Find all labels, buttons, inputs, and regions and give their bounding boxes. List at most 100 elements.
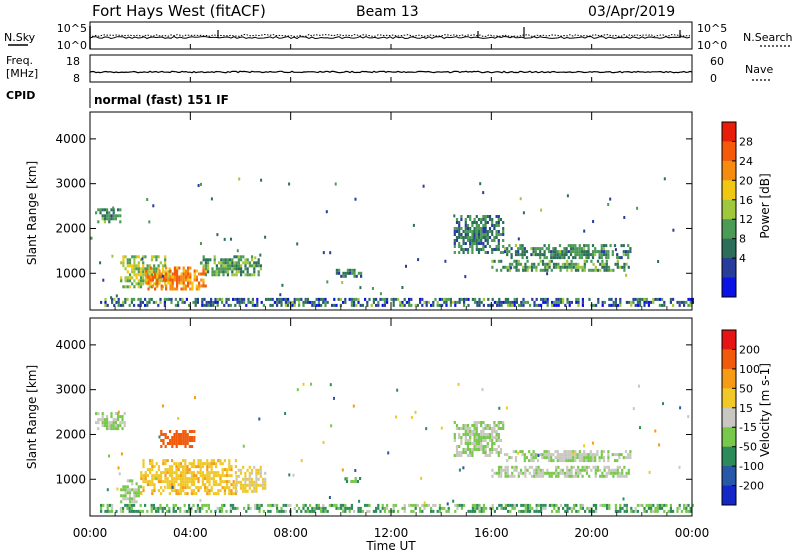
velocity-cell — [350, 506, 353, 510]
velocity-cell — [578, 453, 581, 457]
velocity-cell — [585, 471, 589, 475]
velocity-cell — [208, 489, 211, 493]
power-cell — [111, 297, 114, 301]
velocity-cell — [99, 418, 102, 422]
power-cell — [552, 262, 556, 266]
power-cell — [687, 303, 690, 307]
power-cell — [482, 230, 485, 233]
power-cell — [218, 297, 221, 301]
velocity-cell — [623, 509, 626, 513]
power-cell — [166, 270, 169, 274]
velocity-cell — [507, 509, 510, 513]
velocity-cell — [460, 454, 463, 457]
velocity-cell — [133, 503, 136, 507]
power-cell — [154, 275, 157, 279]
velocity-cell — [219, 474, 222, 478]
velocity-cell — [368, 509, 371, 513]
power-cell — [499, 251, 503, 254]
power-cell — [462, 251, 465, 254]
velocity-cell — [502, 506, 505, 510]
x-tick-label: 20:00 — [574, 526, 609, 540]
power-cell — [164, 255, 167, 259]
power-cell — [189, 272, 192, 276]
power-cell — [495, 233, 498, 236]
velocity-cell — [541, 471, 545, 475]
power-cell — [474, 297, 477, 301]
velocity-cell — [502, 424, 505, 427]
power-cell — [158, 272, 161, 276]
power-cell — [620, 244, 623, 248]
power-cell — [403, 297, 406, 301]
velocity-cell — [496, 506, 499, 510]
velocity-cell — [97, 412, 100, 416]
velocity-cell — [469, 436, 472, 439]
velocity-cell — [590, 468, 593, 472]
velocity-cell — [455, 448, 459, 451]
velocity-point — [446, 502, 449, 506]
power-cell — [282, 297, 285, 301]
velocity-cell — [179, 506, 182, 510]
velocity-cell — [315, 506, 318, 510]
velocity-cell — [253, 480, 256, 484]
velocity-cell — [151, 465, 154, 469]
velocity-cell — [464, 424, 467, 427]
power-cell — [647, 300, 650, 304]
velocity-cell — [188, 436, 191, 439]
power-cell — [484, 245, 487, 248]
velocity-cell — [500, 465, 503, 469]
power-point — [522, 211, 525, 215]
power-cell — [574, 250, 577, 254]
velocity-cell — [447, 506, 450, 510]
velocity-cell — [201, 462, 204, 466]
power-cell — [229, 267, 232, 271]
power-region — [145, 266, 207, 291]
velocity-cell — [130, 509, 133, 513]
power-cell — [189, 278, 192, 282]
velocity-cell — [124, 494, 127, 498]
power-cell — [477, 248, 481, 251]
power-cell — [636, 300, 639, 304]
power-cell — [150, 267, 154, 271]
velocity-cell — [248, 471, 251, 475]
power-cell — [170, 300, 173, 304]
velocity-cell — [179, 462, 182, 466]
power-cell — [614, 297, 617, 301]
velocity-cell — [175, 430, 178, 433]
power-cell — [237, 261, 240, 265]
velocity-point — [288, 473, 291, 477]
power-cell — [491, 251, 494, 254]
velocity-cell — [186, 436, 189, 439]
power-cell — [462, 236, 465, 239]
velocity-cell — [650, 503, 653, 507]
power-cell — [131, 270, 134, 274]
velocity-cell — [469, 454, 472, 457]
velocity-cell — [397, 509, 400, 513]
power-point — [482, 191, 485, 195]
velocity-cell — [456, 503, 459, 507]
velocity-cell — [383, 509, 386, 513]
power-cell — [486, 221, 489, 224]
power-cell — [300, 297, 303, 301]
power-cell — [507, 297, 510, 301]
velocity-cell — [115, 509, 118, 513]
power-cell — [244, 273, 247, 277]
velocity-cell — [550, 474, 553, 478]
power-cell — [144, 297, 147, 301]
velocity-cell — [166, 459, 169, 463]
power-cell — [95, 211, 98, 215]
velocity-cell — [182, 430, 185, 433]
velocity-cell — [599, 474, 602, 478]
velocity-cell — [208, 465, 211, 469]
power-cell — [577, 268, 580, 272]
power-cell — [556, 250, 559, 254]
power-cell — [255, 264, 258, 268]
power-cell — [146, 264, 149, 268]
velocity-cell — [186, 492, 189, 496]
velocity-cell — [126, 503, 129, 507]
power-cell — [578, 250, 581, 254]
velocity-cell — [614, 506, 617, 510]
velocity-point — [622, 497, 625, 501]
power-cell — [572, 244, 575, 248]
power-cell — [216, 297, 219, 301]
power-cell — [552, 247, 555, 251]
